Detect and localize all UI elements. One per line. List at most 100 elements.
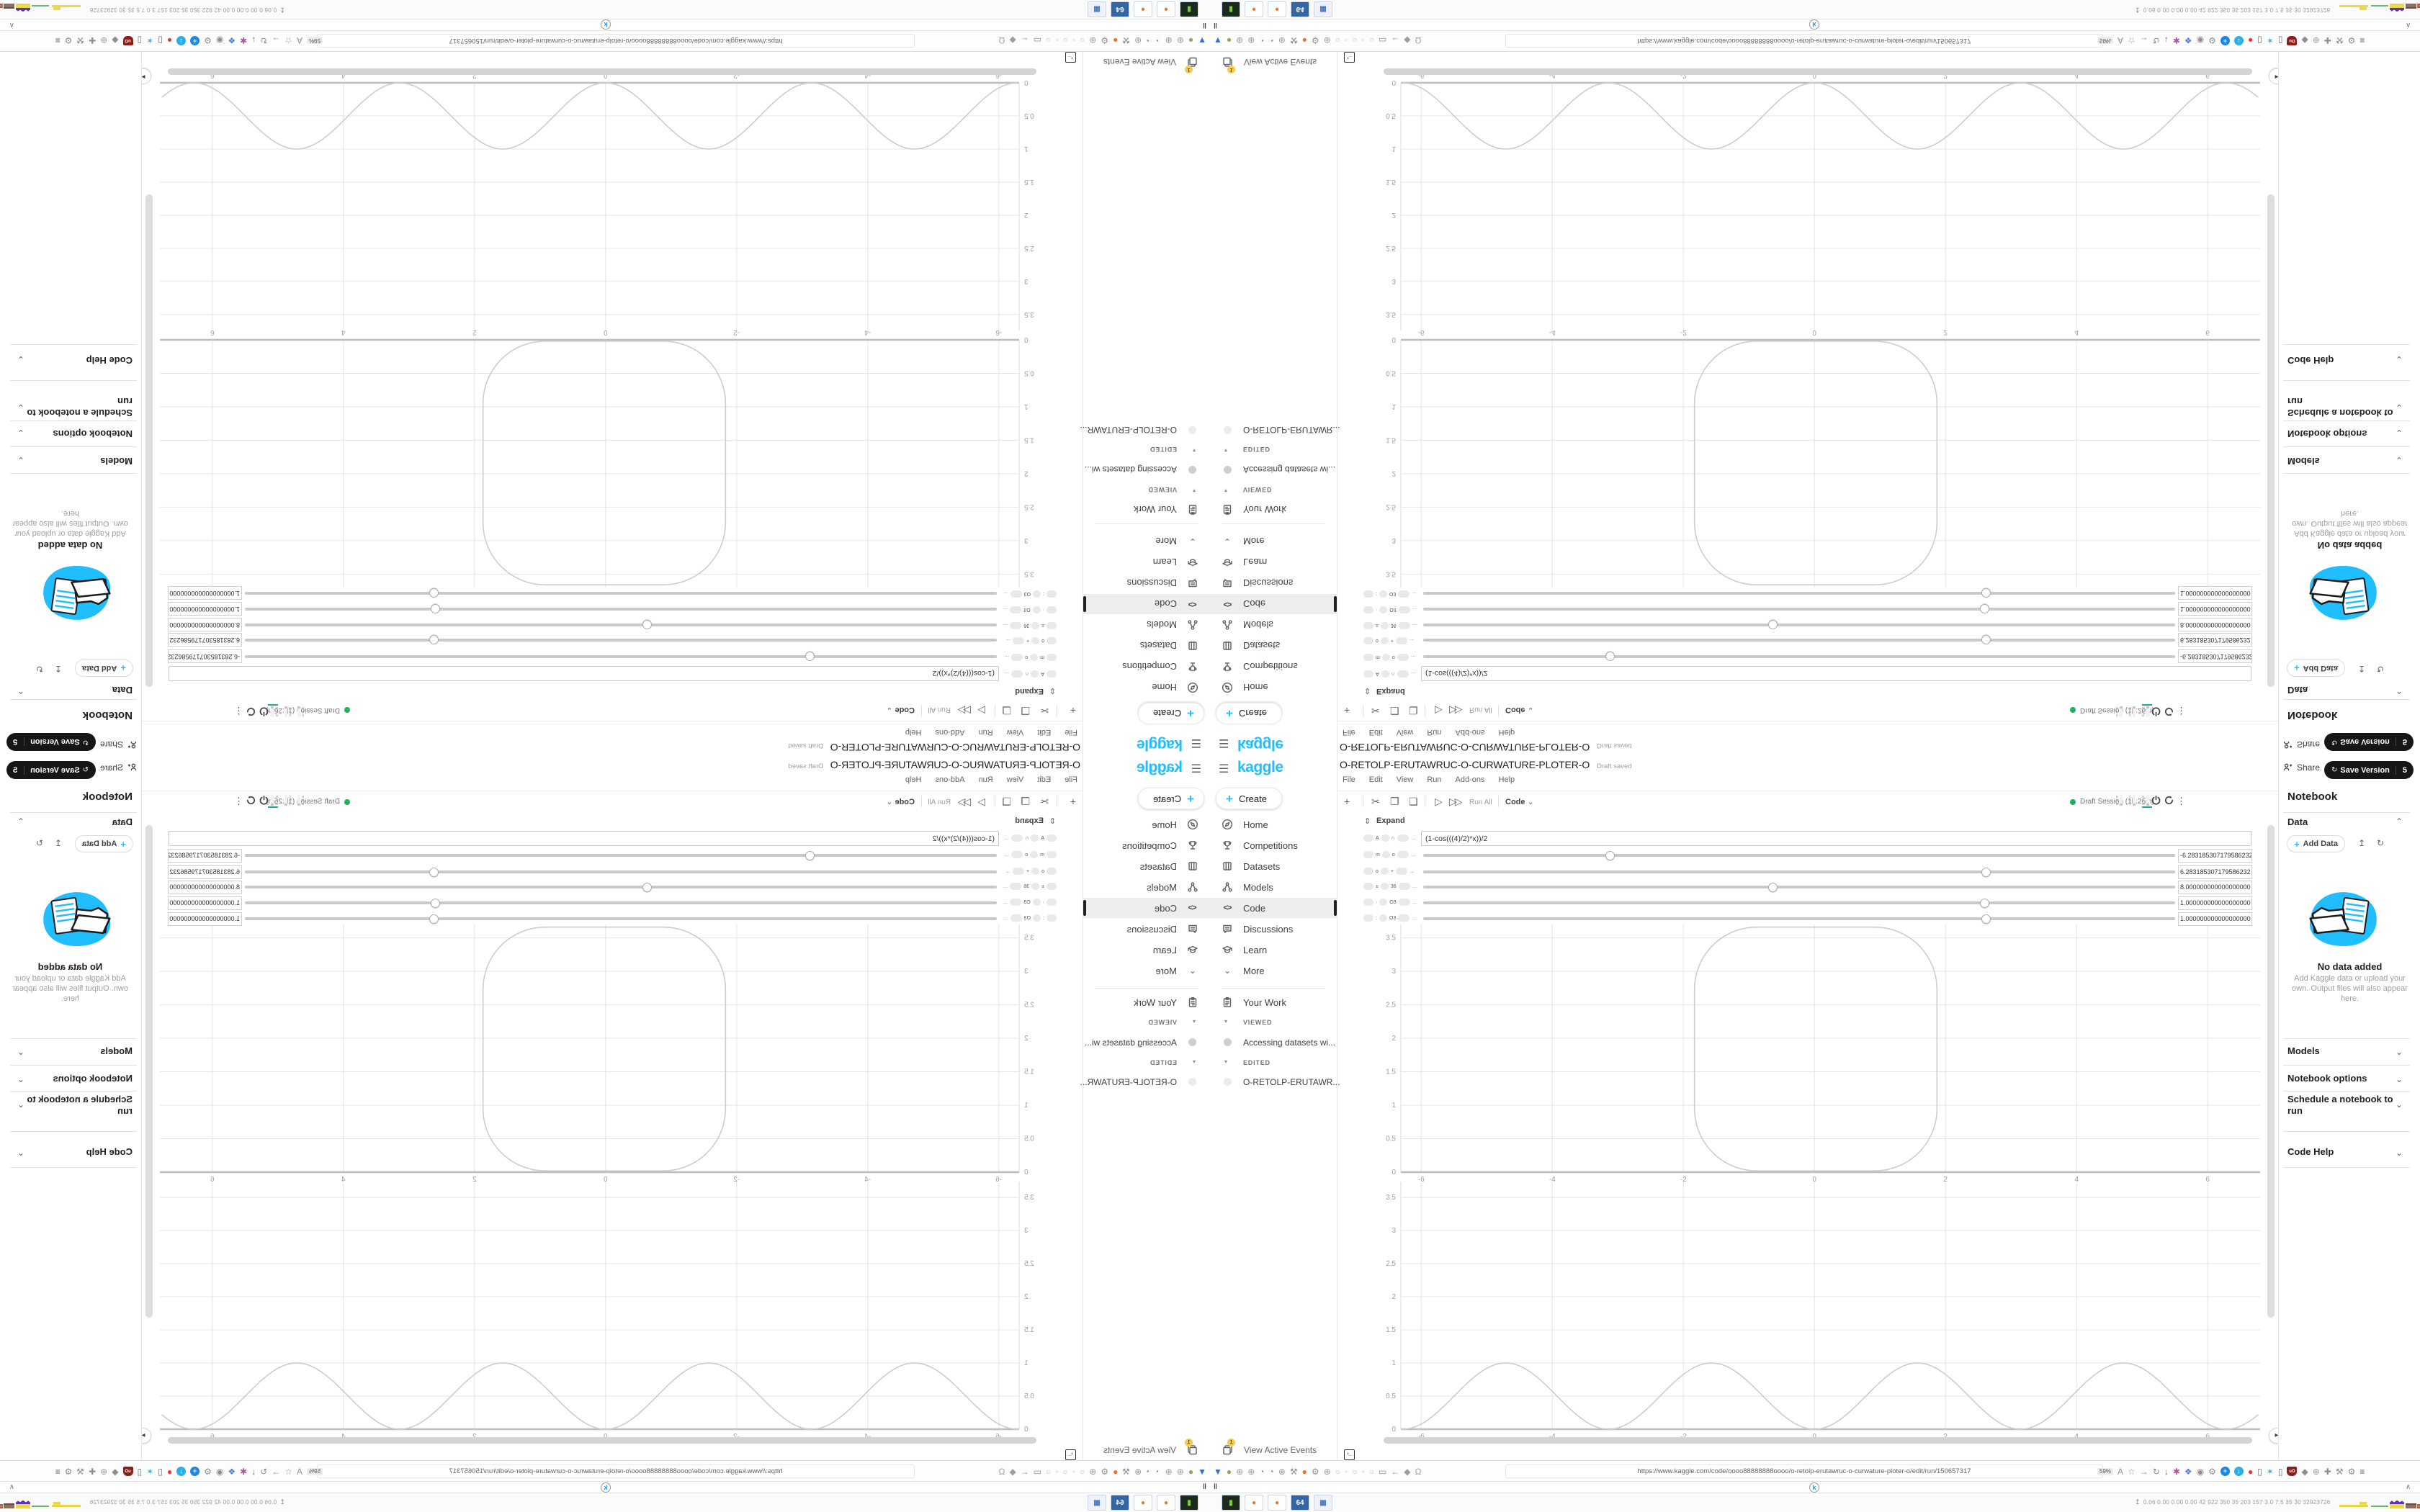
chevron-down-icon[interactable]: ⌄ (17, 1047, 24, 1057)
add-data-button[interactable]: + Add Data (2287, 835, 2345, 852)
slider-value-input[interactable]: 6.283185307179586232 (168, 865, 242, 879)
slider-handle[interactable] (1980, 898, 1990, 908)
copy-cell-icon[interactable]: ❐ (1021, 705, 1030, 716)
restart-session-icon[interactable] (2164, 795, 2174, 809)
slider-value-input[interactable]: 8.000000000000000000 (2178, 618, 2252, 632)
menu-icon[interactable]: ≡ (55, 35, 60, 46)
kernel-scrollbar[interactable] (145, 194, 153, 687)
panel-section-notebook-options[interactable]: Notebook options (2287, 428, 2367, 439)
kaggle-logo[interactable]: kaggle (1237, 737, 1283, 753)
downloads-icon[interactable]: ↓ (2164, 35, 2169, 46)
slider-value-input[interactable]: 1.000000000000000000 (168, 586, 242, 600)
circle-dot-icon[interactable]: ◉ (2196, 1466, 2205, 1477)
tray-arrow-icon[interactable]: ↥ (2135, 6, 2141, 14)
slider-handle[interactable] (429, 914, 439, 924)
globe-icon[interactable]: ⊕ (1236, 35, 1244, 46)
reader-icon[interactable]: ❖ (228, 1466, 236, 1477)
filter-funnel-icon[interactable]: ▼ (1214, 35, 1222, 46)
chevron-up-icon[interactable]: ⌃ (2396, 685, 2403, 696)
gear-icon[interactable]: ⚙ (64, 35, 73, 46)
floppy-64-app-icon[interactable]: 64 (1291, 1, 1309, 17)
wrench-icon[interactable]: ⚒ (1122, 1466, 1131, 1477)
sidebar-item-models[interactable]: Models (1083, 615, 1210, 635)
forward-arrow-icon[interactable]: → (272, 35, 281, 46)
horizontal-scrollbar[interactable] (1384, 68, 2252, 75)
sidebar-item-your-work[interactable]: Your Work (1083, 500, 1210, 520)
run-all-label[interactable]: Run All (1469, 706, 1492, 714)
create-button[interactable]: + Create (1138, 703, 1204, 724)
add-extension-icon[interactable]: + (2220, 1467, 2230, 1476)
zoom-level-badge[interactable]: 59% (306, 1467, 323, 1475)
firefox-icon[interactable]: ● (1301, 1466, 1307, 1477)
language-selector[interactable]: Code ⌄ (886, 798, 915, 806)
slider-track[interactable] (1423, 655, 2175, 658)
slider-handle[interactable] (1767, 882, 1778, 892)
gauge-icon[interactable]: ◔ (1259, 1466, 1265, 1477)
share-nodes-icon[interactable]: ✶ (146, 1466, 154, 1477)
chevron-down-icon[interactable]: ⌄ (17, 428, 24, 438)
console-toggle-icon[interactable]: ›_ (1344, 1449, 1355, 1460)
run-all-icon[interactable]: ▷▷ (1449, 705, 1461, 716)
sidebar-item-recent-viewed[interactable]: Accessing datasets wi... (1084, 1038, 1177, 1048)
globe-icon[interactable]: ⊕ (100, 1466, 108, 1477)
image-viewer-app-icon[interactable]: ▦ (1314, 1495, 1332, 1511)
sidebar-item-home[interactable]: Home (1210, 678, 1337, 698)
image-viewer-app-icon[interactable]: ▦ (1088, 1495, 1106, 1511)
shield-icon[interactable]: ◆ (2301, 35, 2308, 46)
circle-dot-icon[interactable]: ◉ (215, 1466, 224, 1477)
add-extension-icon[interactable]: + (2220, 36, 2230, 45)
url-field[interactable]: https://www.kaggle.com/code/oooo88888888… (1505, 1464, 2103, 1478)
ublock-shield-icon[interactable]: uO (2287, 1467, 2298, 1476)
tray-arrow-icon[interactable]: ↥ (2135, 1498, 2141, 1506)
wrench-icon[interactable]: ⚒ (1289, 1466, 1298, 1477)
restart-session-icon[interactable] (246, 703, 256, 717)
panel-section-code-help[interactable]: Code Help (2287, 1146, 2334, 1157)
more-options-icon[interactable]: ⋮ (234, 706, 243, 716)
more-options-icon[interactable]: ⋮ (234, 796, 243, 806)
menu-add-ons[interactable]: Add-ons (1455, 775, 1485, 784)
menu-help[interactable]: Help (905, 728, 922, 737)
view-active-events-button[interactable]: View Active Events (1222, 56, 1317, 68)
globe-icon[interactable]: ⊕ (1134, 1466, 1142, 1477)
chevron-down-icon[interactable]: ⌄ (17, 1074, 24, 1084)
run-all-label[interactable]: Run All (928, 798, 951, 806)
gear-icon[interactable]: ⚙ (1311, 1466, 1319, 1477)
run-cell-icon[interactable]: ▷ (977, 796, 985, 807)
firefox-app-icon[interactable]: ● (1134, 1, 1152, 17)
terminal-app-icon[interactable]: ▮ (1180, 1, 1198, 17)
sidebar-item-code[interactable]: <> Code (1210, 594, 1337, 614)
restart-session-icon[interactable] (246, 795, 256, 809)
share-nodes-icon[interactable]: ✶ (2266, 1466, 2274, 1477)
slider-handle[interactable] (429, 635, 439, 645)
chevron-up-glyph[interactable]: ∧ (9, 1483, 14, 1491)
save-version-count[interactable]: 5 (2395, 765, 2414, 775)
chevron-down-icon[interactable]: ⌄ (2396, 1047, 2403, 1057)
shield-icon[interactable]: ◆ (112, 35, 119, 46)
run-all-icon[interactable]: ▷▷ (1449, 796, 1462, 807)
kernel-scrollbar[interactable] (2267, 194, 2275, 687)
slider-track[interactable] (245, 655, 997, 658)
slider-track[interactable] (245, 608, 997, 611)
slider-track[interactable] (245, 624, 997, 626)
sidebar-item-more[interactable]: ⌄ More (1083, 531, 1210, 552)
view-active-events-button[interactable]: View Active Events (1103, 1444, 1198, 1456)
language-selector[interactable]: Code ⌄ (1505, 706, 1534, 714)
puzzle-icon[interactable]: ✚ (2323, 35, 2331, 46)
gauge-icon[interactable]: ◔ (1268, 1466, 1274, 1477)
record-dot-icon[interactable]: ● (2247, 35, 2254, 46)
view-active-events-button[interactable]: View Active Events (1103, 56, 1198, 68)
refresh-icon[interactable]: ↻ (35, 664, 43, 674)
firefox-icon[interactable]: ● (1113, 35, 1119, 46)
globe-icon[interactable]: ⊕ (1165, 1466, 1173, 1477)
create-button[interactable]: + Create (1216, 788, 1282, 809)
panel-section-notebook-options[interactable]: Notebook options (2287, 1073, 2367, 1084)
sidebar-item-models[interactable]: Models (1210, 877, 1337, 897)
ublock-shield-icon[interactable]: uO (122, 1467, 133, 1476)
horizontal-scrollbar[interactable] (168, 68, 1036, 75)
add-cell-button[interactable]: + (1070, 796, 1076, 807)
